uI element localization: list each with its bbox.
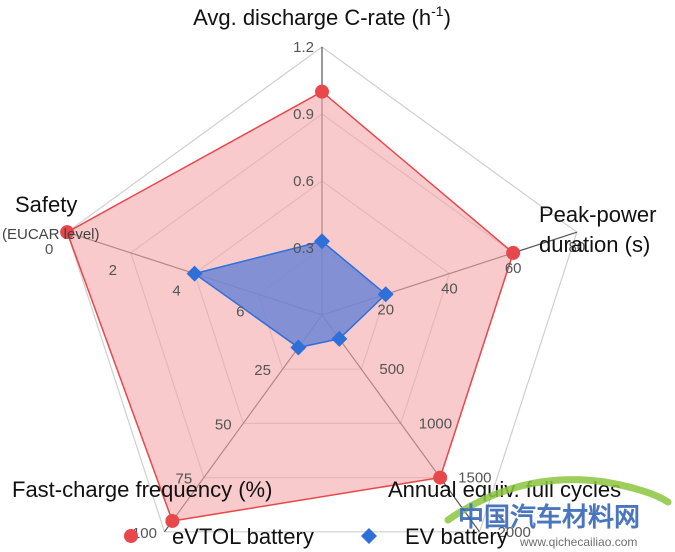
tick-label: 20	[377, 301, 394, 318]
legend-marker-ev	[361, 528, 377, 544]
tick-label: 0.3	[293, 240, 314, 257]
tick-label: 100	[132, 525, 157, 542]
legend-label-ev: EV battery	[405, 524, 508, 549]
tick-label: 0	[45, 241, 53, 258]
tick-label: 1000	[419, 415, 452, 432]
axis-title-c-rate: Avg. discharge C-rate (h-1)	[193, 3, 451, 30]
point-ev-3	[331, 330, 348, 347]
axis-subtitle-safety: (EUCAR level)	[2, 226, 100, 243]
legend-label-evtol: eVTOL battery	[172, 524, 314, 549]
series-area-ev	[192, 240, 387, 349]
tick-label: 6	[236, 303, 244, 320]
tick-label: 2000	[498, 524, 531, 541]
tick-label: 25	[254, 362, 271, 379]
point-evtol-4	[165, 513, 180, 528]
watermark-cn-text: 中国汽车材料网	[458, 502, 640, 532]
axis-title-peak-power-line2: duration (s)	[539, 232, 650, 257]
tick-label: 40	[441, 281, 458, 298]
watermark-swoosh	[444, 476, 672, 524]
grid-ring-4	[66, 46, 578, 533]
tick-labels: 0.30.60.91.22040608050010001500200025507…	[45, 39, 585, 542]
point-ev-5	[186, 265, 203, 282]
point-ev-1	[314, 233, 330, 250]
tick-label: 80	[569, 239, 586, 256]
tick-label: 1.2	[293, 39, 314, 56]
tick-label: 500	[379, 361, 404, 378]
point-evtol-1	[315, 84, 329, 99]
tick-label: 1500	[458, 470, 491, 487]
point-evtol-5	[60, 225, 75, 240]
point-evtol-3	[433, 470, 448, 485]
point-ev-4	[290, 339, 307, 356]
tick-label: 4	[172, 283, 180, 300]
radar-markers	[60, 84, 521, 528]
tick-label: 2	[109, 262, 117, 279]
point-evtol-2	[506, 245, 521, 260]
watermark: 中国汽车材料网 www.qichecailiao.com	[444, 476, 672, 549]
tick-label: 0.9	[293, 106, 314, 123]
watermark-url: www.qichecailiao.com	[519, 535, 637, 549]
axis-title-peak-power: Peak-power	[539, 202, 656, 227]
axis-title-fast-charge: Fast-charge frequency (%)	[12, 477, 272, 502]
legend: eVTOL battery EV battery	[124, 524, 508, 549]
point-ev-2	[377, 286, 394, 303]
tick-label: 75	[176, 471, 193, 488]
tick-label: 60	[505, 260, 522, 277]
tick-label: 50	[215, 416, 232, 433]
axis-title-safety: Safety	[15, 192, 77, 217]
legend-marker-evtol	[124, 529, 138, 543]
radar-series	[66, 90, 515, 522]
tick-label: 0.6	[293, 173, 314, 190]
